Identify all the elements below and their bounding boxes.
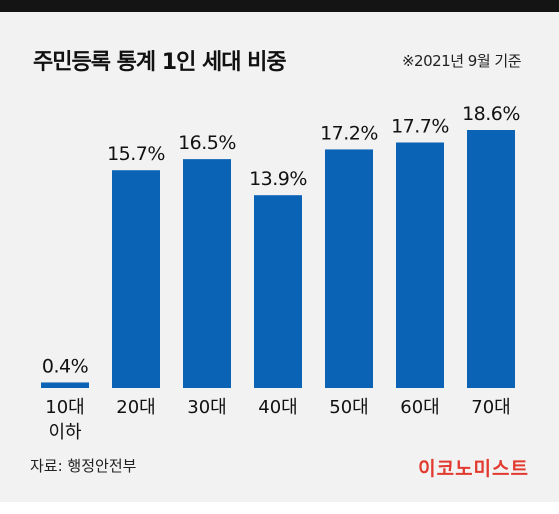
bar xyxy=(41,382,89,388)
publisher-logo: 이코노미스트 xyxy=(418,458,529,480)
category-label: 30대 xyxy=(187,397,226,418)
chart-title: 주민등록 통계 1인 세대 비중 xyxy=(33,50,287,75)
bar-value-label: 17.7% xyxy=(391,115,449,137)
bar-value-label: 15.7% xyxy=(107,143,165,165)
category-label: 60대 xyxy=(400,397,439,418)
category-label: 20대 xyxy=(116,397,155,418)
bar xyxy=(325,149,373,388)
bar-value-label: 17.2% xyxy=(320,122,378,144)
category-label: 70대 xyxy=(471,397,510,418)
source-label: 자료: 행정안전부 xyxy=(30,457,137,475)
bar-value-label: 16.5% xyxy=(178,132,236,154)
category-label: 50대 xyxy=(329,397,368,418)
bar xyxy=(254,195,302,388)
category-label: 40대 xyxy=(258,397,297,418)
bar xyxy=(183,159,231,388)
bar-value-label: 13.9% xyxy=(249,168,307,190)
reference-date-note: ※2021년 9월 기준 xyxy=(401,52,522,70)
bar-value-label: 0.4% xyxy=(42,355,88,377)
category-label: 10대 xyxy=(45,397,84,418)
category-label: 이하 xyxy=(48,422,82,443)
bar xyxy=(112,170,160,388)
bar xyxy=(467,130,515,388)
bar xyxy=(396,142,444,388)
bar-value-label: 18.6% xyxy=(462,103,520,125)
